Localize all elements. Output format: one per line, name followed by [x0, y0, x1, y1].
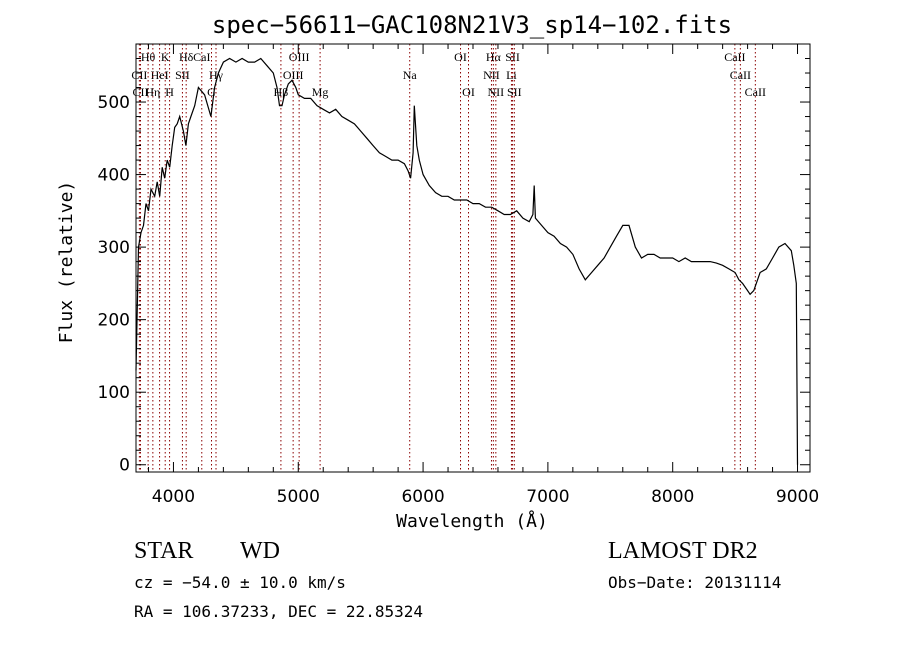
object-type-label: STAR	[134, 538, 194, 564]
line-marker-label: Hδ	[179, 50, 194, 64]
line-marker-label: K	[161, 50, 170, 64]
line-marker-label: HeI	[151, 68, 169, 82]
plot-frame	[135, 43, 811, 473]
line-marker-label: SII	[505, 50, 520, 64]
spectrum-line	[135, 57, 799, 465]
y-tick-label: 400	[98, 166, 130, 186]
line-marker-label: CaII	[730, 68, 751, 82]
survey-label: LAMOST DR2	[608, 538, 758, 564]
y-axis-label: Flux (relative)	[56, 181, 77, 344]
x-axis-label: Wavelength (Å)	[396, 510, 548, 532]
line-marker-label: NII	[483, 68, 500, 82]
line-marker-label: OI	[454, 50, 467, 64]
obs-date-text: Obs−Date: 20131114	[608, 573, 782, 592]
redshift-text: cz = −54.0 ± 10.0 km/s	[134, 573, 346, 592]
y-tick-label: 200	[98, 311, 130, 331]
line-marker-label: CaI	[193, 50, 210, 64]
line-marker-label: H	[165, 85, 174, 99]
line-marker-label: Hθ	[141, 50, 156, 64]
line-marker-label: CaII	[724, 50, 745, 64]
line-marker-label: OIII	[289, 50, 310, 64]
x-tick-label: 5000	[277, 487, 320, 507]
line-marker-label: Na	[403, 68, 418, 82]
y-tick-label: 0	[119, 456, 130, 476]
y-tick-label: 300	[98, 238, 130, 258]
line-marker-label: OI	[462, 85, 475, 99]
line-marker-label: Mg	[312, 85, 329, 99]
y-tick-label: 500	[98, 93, 130, 113]
line-marker-label: CII	[131, 68, 147, 82]
line-marker-label: Hγ	[209, 68, 224, 82]
x-tick-label: 4000	[152, 487, 195, 507]
radec-text: RA = 106.37233, DEC = 22.85324	[134, 602, 423, 621]
x-tick-label: 7000	[526, 487, 569, 507]
line-marker-label: NII	[488, 85, 505, 99]
y-tick-label: 100	[98, 383, 130, 403]
x-tick-label: 9000	[776, 487, 819, 507]
subclass-label: WD	[240, 538, 280, 564]
x-tick-label: 8000	[651, 487, 694, 507]
chart-title: spec−56611−GAC108N21V3_sp14−102.fits	[212, 11, 732, 39]
line-marker-label: Hα	[486, 50, 502, 64]
line-marker-label: SII	[507, 85, 522, 99]
line-marker-label: Hη	[145, 85, 160, 99]
line-marker-label: Li	[506, 68, 517, 82]
x-tick-label: 6000	[401, 487, 444, 507]
line-marker-label: OIII	[283, 68, 304, 82]
line-marker-label: SII	[175, 68, 190, 82]
line-marker-label: G	[207, 85, 216, 99]
axis-ticks: 4000 5000 6000 7000 8000 9000 0 100 200 300 400 500	[98, 44, 819, 507]
line-marker-label: CaII	[745, 85, 766, 99]
